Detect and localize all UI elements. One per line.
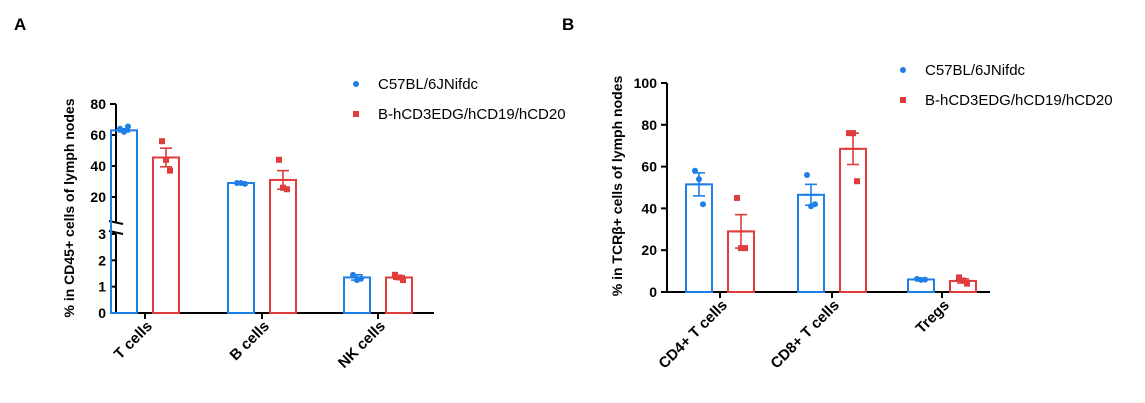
bar-B-s0-c0 xyxy=(685,183,713,294)
legend-marker-A-s0 xyxy=(353,81,359,87)
category-label-A-1: B cells xyxy=(227,318,273,364)
y-axis-label-a: % in CD45+ cells of lymph nodes xyxy=(61,98,77,317)
panel-b-letter: B xyxy=(562,15,574,34)
point-A-s0-c2-0 xyxy=(350,271,356,278)
legend-label-B-s0: C57BL/6JNifdc xyxy=(925,62,1026,79)
point-B-s1-c1-2 xyxy=(854,178,860,185)
category-label-B-0: CD4+ T cells xyxy=(655,297,730,372)
y-tick-label-a-lower-3: 3 xyxy=(98,226,106,242)
y-tick-label-a-lower-0: 0 xyxy=(98,305,106,321)
point-A-s1-c2-0 xyxy=(392,271,398,278)
point-B-s1-c0-0 xyxy=(734,194,740,201)
bar-A-s1-c1 xyxy=(269,178,297,314)
point-A-s0-c0-1 xyxy=(121,128,127,135)
y-tick-label-b-4: 80 xyxy=(641,117,657,133)
category-label-A-2: NK cells xyxy=(335,318,389,372)
point-B-s0-c0-1 xyxy=(696,176,702,183)
point-B-s1-c1-1 xyxy=(850,130,856,137)
panel-b-chart: 0 20 40 60 80 100 % in TCRβ+ cells of lymph no… xyxy=(609,62,1113,372)
category-label-A-0: T cells xyxy=(111,318,156,363)
category-label-B-2: Tregs xyxy=(913,297,953,337)
point-A-s1-c0-1 xyxy=(163,156,169,163)
y-tick-label-b-1: 20 xyxy=(641,242,657,258)
bar-A-s1-c0 xyxy=(152,156,180,314)
legend-marker-B-s1 xyxy=(900,97,906,103)
y-tick-label-a-lower-1: 1 xyxy=(98,279,106,295)
bar-B-s1-c1 xyxy=(839,147,867,293)
point-B-s0-c0-0 xyxy=(692,167,698,174)
point-B-s1-c2-0 xyxy=(956,274,962,281)
y-tick-label-b-2: 40 xyxy=(641,200,657,216)
point-B-s1-c2-2 xyxy=(964,280,970,287)
y-tick-label-a-upper-0: 20 xyxy=(90,189,106,205)
y-tick-label-a-upper-1: 40 xyxy=(90,158,106,174)
point-B-s0-c1-2 xyxy=(812,201,818,208)
point-A-s1-c0-2 xyxy=(167,167,173,174)
point-B-s1-c0-1 xyxy=(738,245,744,252)
point-A-s1-c1-2 xyxy=(284,186,290,193)
point-A-s0-c0-2 xyxy=(125,123,131,130)
category-label-B-1: CD8+ T cells xyxy=(767,297,842,372)
legend-label-A-s0: C57BL/6JNifdc xyxy=(378,76,479,93)
y-tick-label-a-lower-2: 2 xyxy=(98,252,106,268)
bar-A-s1-c2 xyxy=(385,276,413,315)
y-tick-label-b-3: 60 xyxy=(641,159,657,175)
bar-B-s0-c1 xyxy=(797,193,825,293)
point-A-s1-c1-0 xyxy=(276,156,282,163)
point-B-s0-c1-0 xyxy=(804,171,810,178)
legend-label-B-s1: B-hCD3EDG/hCD19/hCD20 xyxy=(925,92,1113,109)
bar-A-s0-c1 xyxy=(227,182,255,314)
point-B-s1-c0-2 xyxy=(742,245,748,252)
y-tick-label-a-upper-2: 60 xyxy=(90,127,106,143)
point-B-s1-c1-0 xyxy=(846,130,852,137)
y-tick-label-b-0: 0 xyxy=(649,284,657,300)
y-tick-label-a-upper-3: 80 xyxy=(90,96,106,112)
legend-label-A-s1: B-hCD3EDG/hCD19/hCD20 xyxy=(378,106,566,123)
point-B-s0-c2-2 xyxy=(922,276,928,283)
point-B-s1-c2-1 xyxy=(960,277,966,284)
point-A-s1-c2-1 xyxy=(396,274,402,281)
point-A-s1-c0-0 xyxy=(159,138,165,145)
point-B-s0-c0-2 xyxy=(700,201,706,208)
y-tick-label-b-5: 100 xyxy=(634,75,658,91)
panel-a-chart: 0 1 2 3 20 40 60 80 % in CD45+ cells of lymph no… xyxy=(61,76,566,372)
legend-marker-A-s1 xyxy=(353,111,359,117)
point-A-s0-c2-2 xyxy=(358,275,364,282)
point-A-s1-c2-2 xyxy=(400,277,406,284)
point-A-s1-c1-1 xyxy=(280,184,286,191)
legend-marker-B-s0 xyxy=(900,67,906,73)
y-axis-label-b: % in TCRβ+ cells of lymph nodes xyxy=(609,76,625,297)
panel-a-letter: A xyxy=(14,15,26,34)
point-A-s0-c1-2 xyxy=(242,180,248,187)
